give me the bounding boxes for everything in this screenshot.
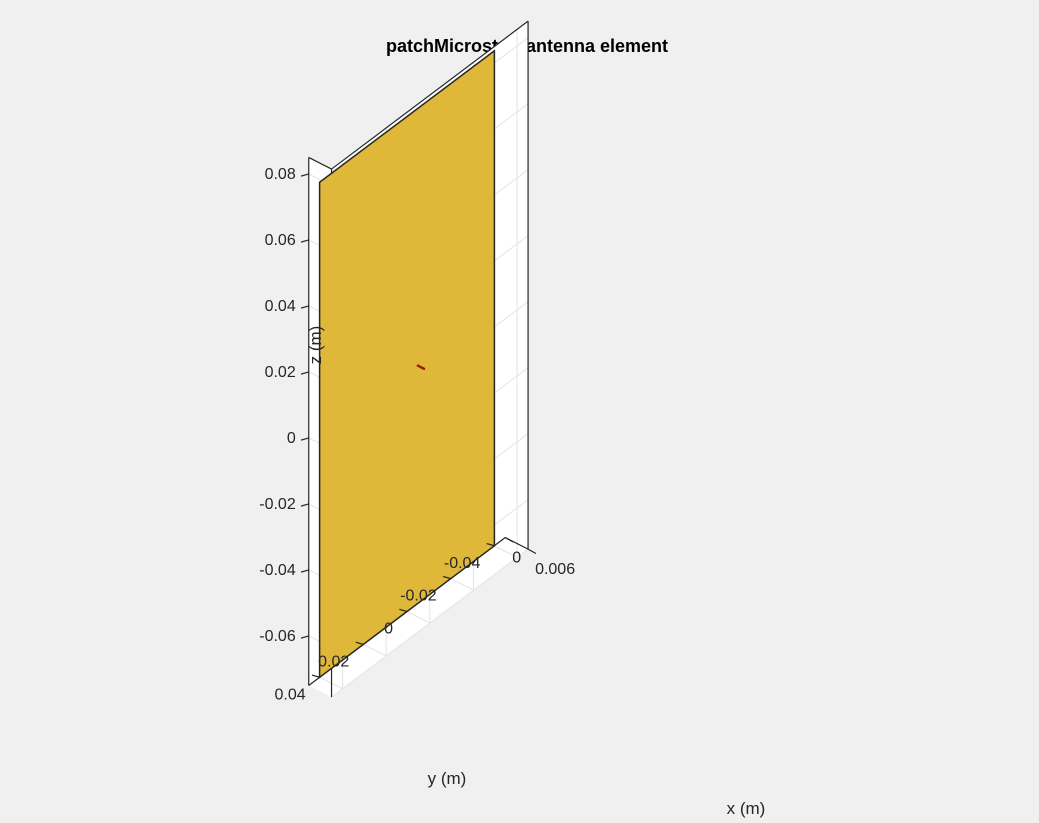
- surface-layer: [318, 49, 496, 679]
- z-axis-label: z (m): [306, 326, 325, 365]
- z-tick-label: 0.02: [265, 364, 296, 381]
- z-tick-mark: [300, 569, 309, 573]
- z-tick-mark: [300, 239, 309, 243]
- y-axis-label: y (m): [428, 769, 467, 788]
- y-tick-mark: [355, 641, 364, 645]
- y-tick-mark: [311, 674, 320, 678]
- antenna-surface: [318, 49, 496, 679]
- y-tick-label: 0: [384, 621, 393, 638]
- z-tick-mark: [300, 371, 309, 375]
- z-tick-mark: [300, 437, 309, 441]
- grid-line-x: [331, 548, 529, 698]
- z-tick-label: -0.04: [259, 562, 296, 579]
- grid-line-y: [450, 578, 474, 591]
- z-tick-mark: [300, 503, 309, 507]
- y-tick-label: 0.02: [318, 653, 349, 670]
- y-axis-ticks: 0.04 0.02 0 -0.02 -0.04: [275, 543, 495, 703]
- y-tick-label: 0.04: [275, 686, 306, 703]
- z-tick-mark: [300, 635, 309, 639]
- x-tick-mark: [527, 548, 537, 555]
- z-tick-label: 0.06: [265, 232, 296, 249]
- z-tick-label: -0.02: [259, 496, 296, 513]
- x-tick-mark: [504, 537, 514, 543]
- grid-line-y: [363, 643, 387, 657]
- y-tick-label: -0.02: [400, 588, 437, 605]
- z-tick-label: 0.04: [265, 298, 296, 315]
- z-tick-label: 0.08: [265, 166, 296, 183]
- z-tick-label: 0: [287, 430, 296, 447]
- grid-line-y: [406, 611, 431, 624]
- x-axis-label: x (m): [727, 799, 766, 818]
- y-tick-mark: [486, 543, 495, 547]
- y-tick-label: -0.04: [444, 555, 481, 572]
- feed-point: [416, 364, 426, 371]
- box-edge-top: [331, 20, 529, 170]
- x-tick-label: 0: [512, 550, 521, 567]
- z-tick-label: -0.06: [259, 628, 296, 645]
- box-edge-top: [308, 156, 332, 170]
- z-tick-mark: [300, 305, 309, 309]
- grid-line-y: [494, 545, 518, 558]
- y-tick-mark: [442, 575, 451, 580]
- z-axis-ticks: 0.08 0.06 0.04 0.02 0 -0.02 -0.04 -0.06: [259, 166, 309, 645]
- z-tick-mark: [300, 173, 309, 177]
- x-axis-ticks: 0 0.006: [504, 537, 575, 578]
- y-tick-mark: [399, 608, 408, 613]
- x-tick-label: 0.006: [535, 561, 575, 578]
